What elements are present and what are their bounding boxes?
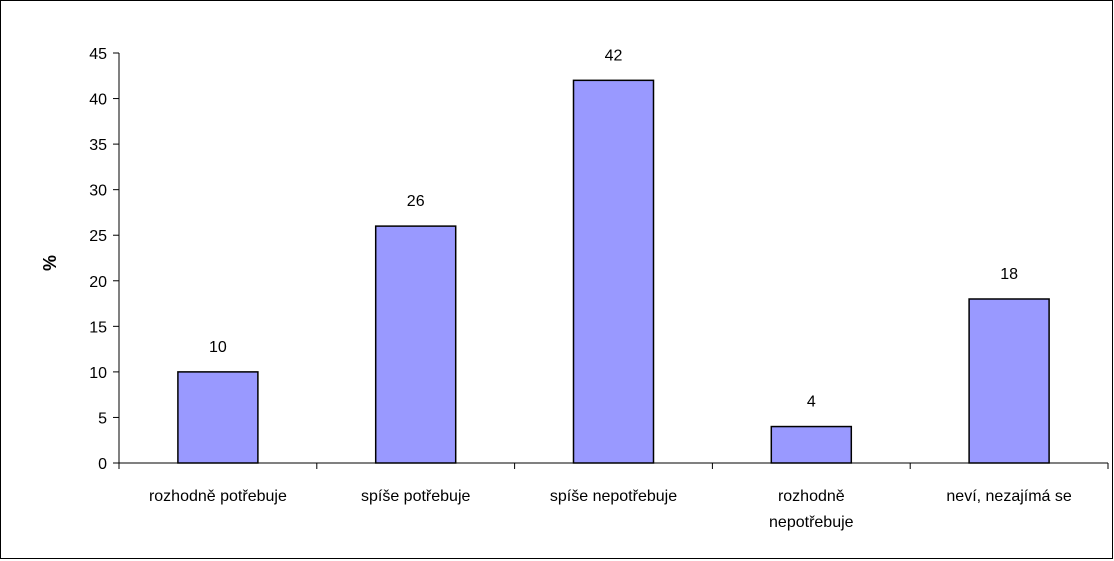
y-tick-label: 15 <box>89 319 107 336</box>
bar <box>968 298 1050 464</box>
y-tick-label: 5 <box>98 410 107 427</box>
bars <box>177 79 1050 464</box>
x-axis <box>118 462 1109 469</box>
bar <box>572 79 655 464</box>
category-label: spíše potřebuje <box>361 488 471 505</box>
y-tick-label: 30 <box>89 183 107 200</box>
data-label: 26 <box>407 193 425 210</box>
data-label: 18 <box>1000 266 1018 283</box>
bar <box>177 371 259 464</box>
y-tick-label: 20 <box>89 274 107 291</box>
y-tick-label: 10 <box>89 365 107 382</box>
y-tick-label: 45 <box>89 46 107 63</box>
category-label: rozhodně potřebuje <box>149 488 287 505</box>
category-label: spíše nepotřebuje <box>550 488 677 505</box>
y-axis-title: % <box>40 255 60 271</box>
data-label: 4 <box>807 394 816 411</box>
y-tick-label: 25 <box>89 228 107 245</box>
y-tick-label: 40 <box>89 92 107 109</box>
y-axis: 0 5 10 15 20 25 30 35 40 45 <box>89 46 120 473</box>
category-label: rozhodně <box>778 488 845 505</box>
data-labels: 10 26 42 4 18 <box>209 47 1018 410</box>
category-label: neví, nezajímá se <box>946 488 1072 505</box>
bar <box>374 225 457 464</box>
category-labels: rozhodně potřebuje spíše potřebuje spíše n… <box>149 488 1072 531</box>
data-label: 42 <box>605 47 623 64</box>
data-label: 10 <box>209 339 227 356</box>
bar <box>770 425 853 464</box>
category-label: nepotřebuje <box>769 514 854 531</box>
y-tick-label: 0 <box>98 456 107 473</box>
y-tick-label: 35 <box>89 137 107 154</box>
